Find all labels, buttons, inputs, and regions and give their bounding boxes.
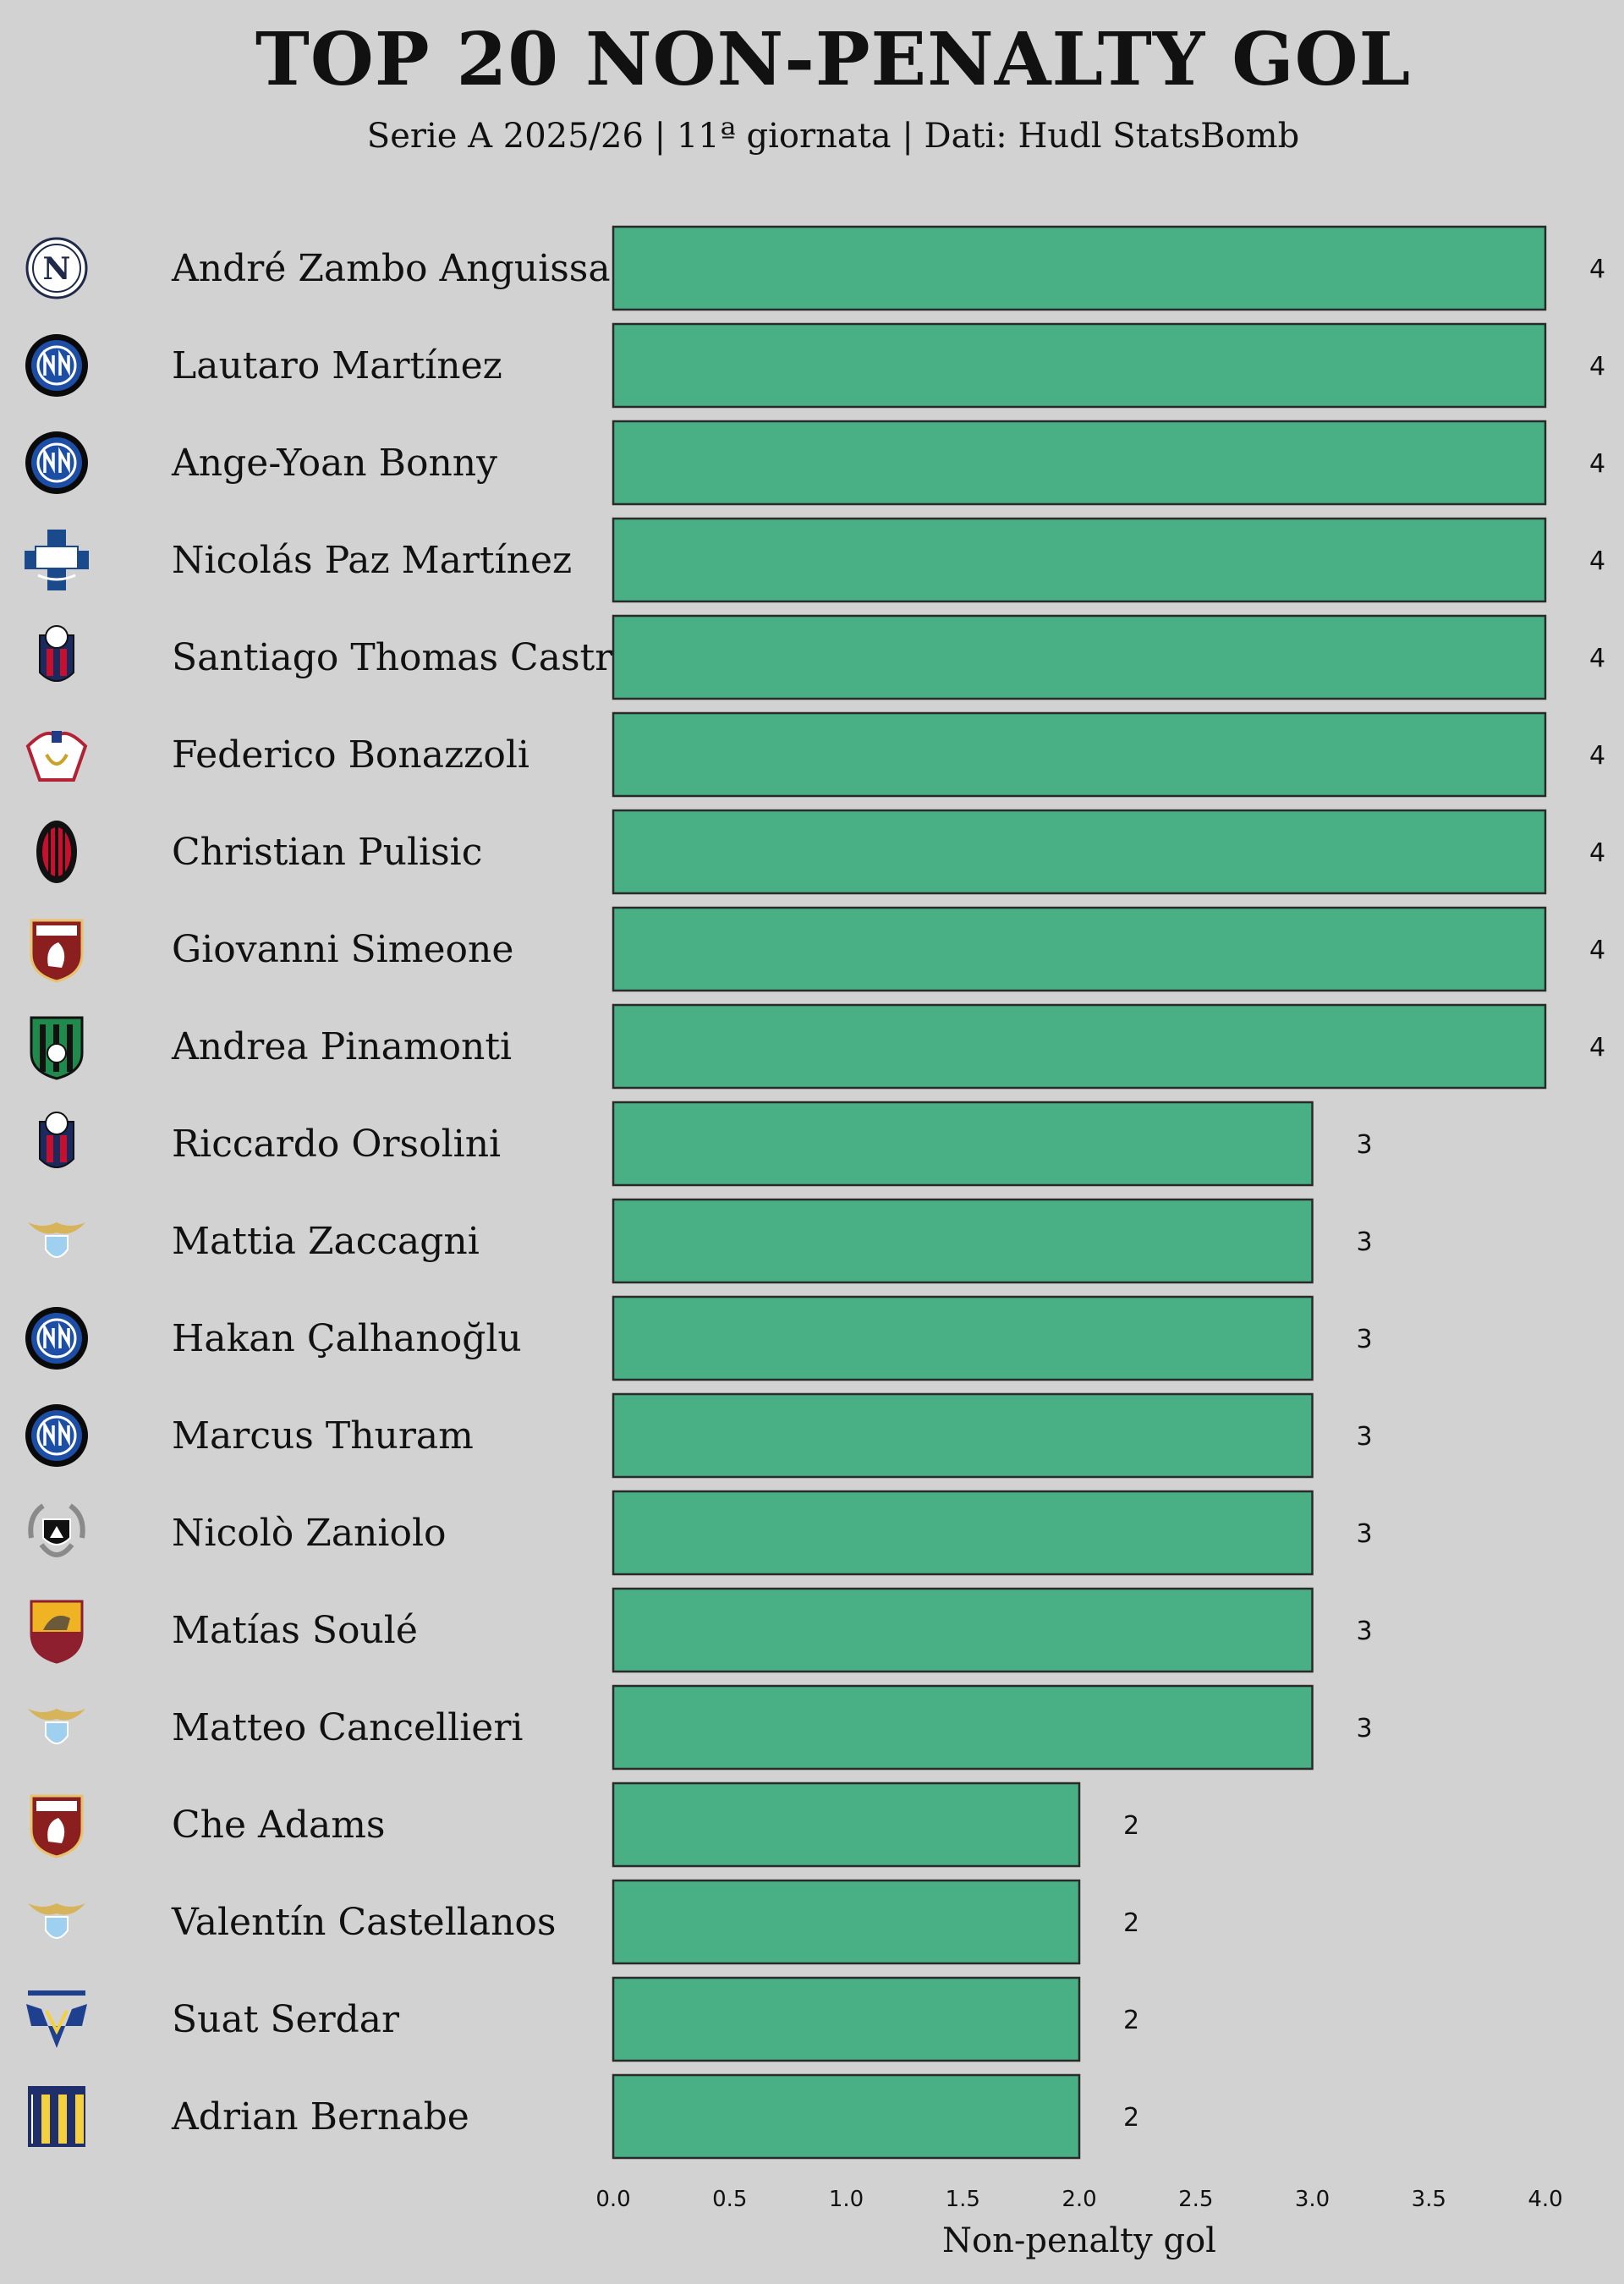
value-label: 4: [1589, 255, 1605, 284]
udinese-logo-icon: [28, 1503, 85, 1557]
bar: [612, 1879, 1081, 1965]
player-label: Hakan Çalhanoğlu: [172, 1317, 522, 1360]
value-label: 4: [1589, 838, 1605, 868]
player-label: Ange-Yoan Bonny: [171, 442, 497, 485]
team-logos: N: [25, 237, 89, 2147]
bar: [612, 711, 1547, 798]
player-label: Matías Soulé: [172, 1609, 418, 1652]
bar: [612, 322, 1547, 409]
player-label: Federico Bonazzoli: [172, 733, 529, 777]
svg-text:N: N: [43, 251, 71, 287]
torino-logo-icon: [30, 919, 84, 983]
value-label: 3: [1357, 1714, 1373, 1743]
player-label: Mattia Zaccagni: [172, 1220, 480, 1263]
bar: [612, 1684, 1314, 1771]
player-label: Christian Pulisic: [172, 831, 482, 874]
bar: [612, 1490, 1314, 1576]
inter-logo-icon: [25, 1307, 88, 1370]
napoli-logo-icon: N: [25, 237, 88, 299]
parma-logo-icon: [28, 2086, 85, 2147]
x-tick-label: 2.0: [1062, 2187, 1096, 2212]
x-tick-label: 0.0: [595, 2187, 630, 2212]
bar: [612, 1782, 1081, 1868]
player-label: Adrian Bernabe: [171, 2095, 469, 2139]
bar: [612, 809, 1547, 895]
x-axis-label: Non-penalty gol: [942, 2221, 1216, 2260]
value-label: 2: [1123, 2103, 1139, 2133]
player-label: Che Adams: [172, 1804, 386, 1847]
sassuolo-logo-icon: [30, 1016, 84, 1080]
bar: [612, 1295, 1314, 1381]
como-logo-icon: [25, 530, 89, 590]
x-tick-label: 3.5: [1412, 2187, 1446, 2212]
bar: [612, 420, 1547, 506]
inter-logo-icon: [25, 334, 88, 397]
bar: [612, 2073, 1081, 2160]
milan-logo-icon: [36, 821, 77, 883]
bar: [612, 1101, 1314, 1187]
player-label: Matteo Cancellieri: [172, 1706, 523, 1749]
player-label: Marcus Thuram: [172, 1414, 474, 1458]
torino-logo-icon: [30, 1794, 84, 1858]
player-label: Nicolò Zaniolo: [172, 1512, 447, 1555]
value-label: 2: [1123, 2006, 1139, 2035]
x-tick-label: 3.0: [1295, 2187, 1330, 2212]
x-axis: 0.0 0.5 1.0 1.5 2.0 2.5 3.0 3.5 4.0 Non-penalty g…: [595, 2187, 1562, 2260]
value-label: 3: [1357, 1227, 1373, 1257]
player-label: Nicolás Paz Martínez: [172, 539, 572, 582]
chart-subtitle: Serie A 2025/26 | 11ª giornata | Dati: H…: [366, 117, 1300, 156]
value-label: 2: [1123, 1908, 1139, 1938]
value-label: 4: [1589, 546, 1605, 576]
player-label: Andrea Pinamonti: [171, 1025, 512, 1068]
player-label: Riccardo Orsolini: [172, 1123, 501, 1166]
x-tick-label: 1.0: [829, 2187, 864, 2212]
roma-logo-icon: [30, 1600, 84, 1664]
player-labels: André Zambo Anguissa Lautaro Martínez Ange…: [171, 247, 635, 2139]
bar: [612, 1392, 1314, 1479]
player-label: Santiago Thomas Castro: [172, 636, 635, 679]
value-label: 3: [1357, 1325, 1373, 1354]
bar: [612, 225, 1547, 311]
bar: [612, 517, 1547, 603]
value-label: 4: [1589, 644, 1605, 673]
value-label: 2: [1123, 1811, 1139, 1841]
inter-logo-icon: [25, 431, 88, 494]
bologna-logo-icon: [39, 1112, 74, 1168]
chart-title: TOP 20 NON-PENALTY GOL: [255, 17, 1412, 102]
x-tick-label: 1.5: [946, 2187, 980, 2212]
lazio-logo-icon: [28, 1222, 85, 1258]
x-tick-label: 4.0: [1528, 2187, 1562, 2212]
value-label: 3: [1357, 1130, 1373, 1160]
player-label: Lautaro Martínez: [172, 344, 502, 387]
bologna-logo-icon: [39, 625, 74, 682]
bar: [612, 614, 1547, 700]
value-label: 4: [1589, 449, 1605, 479]
lazio-logo-icon: [28, 1903, 85, 1939]
player-label: Suat Serdar: [172, 1998, 400, 2041]
value-label: 3: [1357, 1519, 1373, 1549]
player-label: Giovanni Simeone: [172, 928, 513, 971]
bars: [612, 225, 1547, 2160]
bar: [612, 1198, 1314, 1284]
cremonese-logo-icon: [25, 731, 88, 782]
bar: [612, 1003, 1547, 1090]
value-label: 4: [1589, 936, 1605, 965]
player-label: Valentín Castellanos: [171, 1901, 556, 1944]
value-label: 3: [1357, 1422, 1373, 1452]
x-tick-label: 2.5: [1178, 2187, 1213, 2212]
player-label: André Zambo Anguissa: [171, 247, 611, 290]
value-label: 4: [1589, 741, 1605, 771]
bar: [612, 1976, 1081, 2062]
bar: [612, 1587, 1314, 1673]
verona-logo-icon: [26, 1990, 87, 2048]
lazio-logo-icon: [28, 1709, 85, 1744]
x-tick-label: 0.5: [712, 2187, 747, 2212]
inter-logo-icon: [25, 1404, 88, 1467]
value-label: 4: [1589, 1033, 1605, 1062]
bar: [612, 906, 1547, 992]
value-label: 4: [1589, 352, 1605, 382]
value-labels: 4 4 4 4 4 4 4 4 4 3 3 3 3 3 3 3 2 2 2 2: [1123, 255, 1605, 2133]
value-label: 3: [1357, 1617, 1373, 1646]
